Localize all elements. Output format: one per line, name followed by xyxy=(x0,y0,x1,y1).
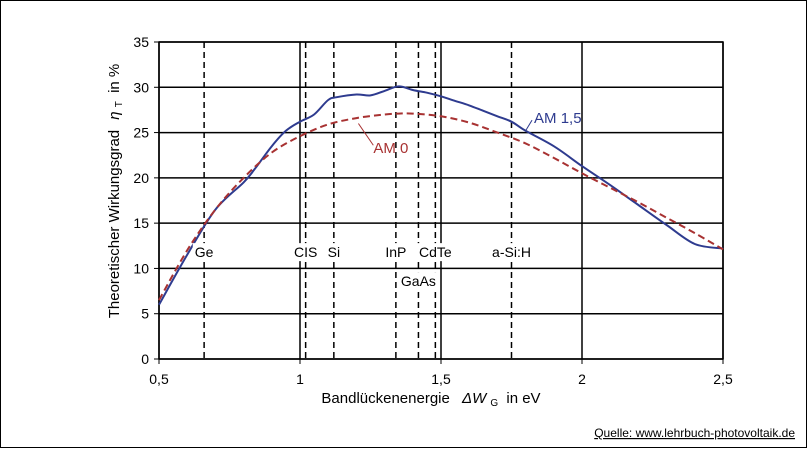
am0-label-leader xyxy=(357,123,374,146)
source-link[interactable]: Quelle: www.lehrbuch-photovoltaik.de xyxy=(594,426,795,440)
material-label-inp: InP xyxy=(385,244,406,260)
material-label-si: Si xyxy=(328,244,340,260)
material-label-gaas: GaAs xyxy=(401,273,436,289)
material-label-background xyxy=(417,243,454,262)
material-label-cis: CIS xyxy=(294,244,317,260)
x-tick-label: 1,5 xyxy=(431,371,451,387)
y-axis-title-text: Theoretischer Wirkungsgrad xyxy=(106,130,123,318)
x-axis-title: Bandlückenenergie ΔW G in eV xyxy=(321,390,540,410)
x-axis-title-symbol: ΔW xyxy=(461,390,488,407)
y-axis-title: Theoretischer Wirkungsgrad η T in % xyxy=(106,64,126,319)
material-label-background xyxy=(291,243,320,262)
x-axis-title-unit: in eV xyxy=(506,390,540,407)
material-label-background xyxy=(398,272,438,291)
y-tick-label: 10 xyxy=(133,260,149,276)
y-tick-label: 15 xyxy=(133,215,149,231)
series-label-am0: AM 0 xyxy=(373,140,408,157)
y-tick-label: 20 xyxy=(133,170,149,186)
y-axis-title-symbol: η xyxy=(106,111,123,119)
y-tick-label: 5 xyxy=(141,306,149,322)
material-label-cdte: CdTe xyxy=(419,244,452,260)
y-tick-label: 0 xyxy=(141,351,149,367)
tick-labels: 0 5 10 15 20 25 30 35 0,5 1 1,5 2 2,5 xyxy=(133,34,733,387)
material-label-asih: a-Si:H xyxy=(492,244,531,260)
x-tick-label: 1 xyxy=(296,371,304,387)
grid-lines xyxy=(154,41,724,364)
material-label-background xyxy=(383,243,409,262)
material-label-background xyxy=(192,243,216,262)
x-tick-label: 2,5 xyxy=(713,371,733,387)
y-axis-title-unit: in % xyxy=(106,64,123,93)
annotation-labels: Ge CIS Si InP GaAs CdTe a-Si:H AM 1,5 AM 0 xyxy=(192,110,582,291)
series-line-am0 xyxy=(158,112,724,301)
series-line-am15 xyxy=(158,85,724,306)
y-tick-label: 35 xyxy=(133,34,149,50)
x-tick-label: 2 xyxy=(578,371,586,387)
x-tick-label: 0,5 xyxy=(149,371,169,387)
series-label-am15: AM 1,5 xyxy=(534,110,582,127)
y-tick-label: 30 xyxy=(133,79,149,95)
x-axis-title-subscript: G xyxy=(490,398,498,409)
material-label-background xyxy=(490,243,533,262)
material-reference-lines xyxy=(203,42,513,359)
x-axis-title-text: Bandlückenenergie xyxy=(321,390,449,407)
y-axis-title-subscript: T xyxy=(114,101,125,107)
y-tick-label: 25 xyxy=(133,125,149,141)
material-label-background xyxy=(325,243,343,262)
series-lines xyxy=(158,85,724,306)
material-label-ge: Ge xyxy=(195,244,214,260)
am15-label-leader xyxy=(525,119,533,132)
